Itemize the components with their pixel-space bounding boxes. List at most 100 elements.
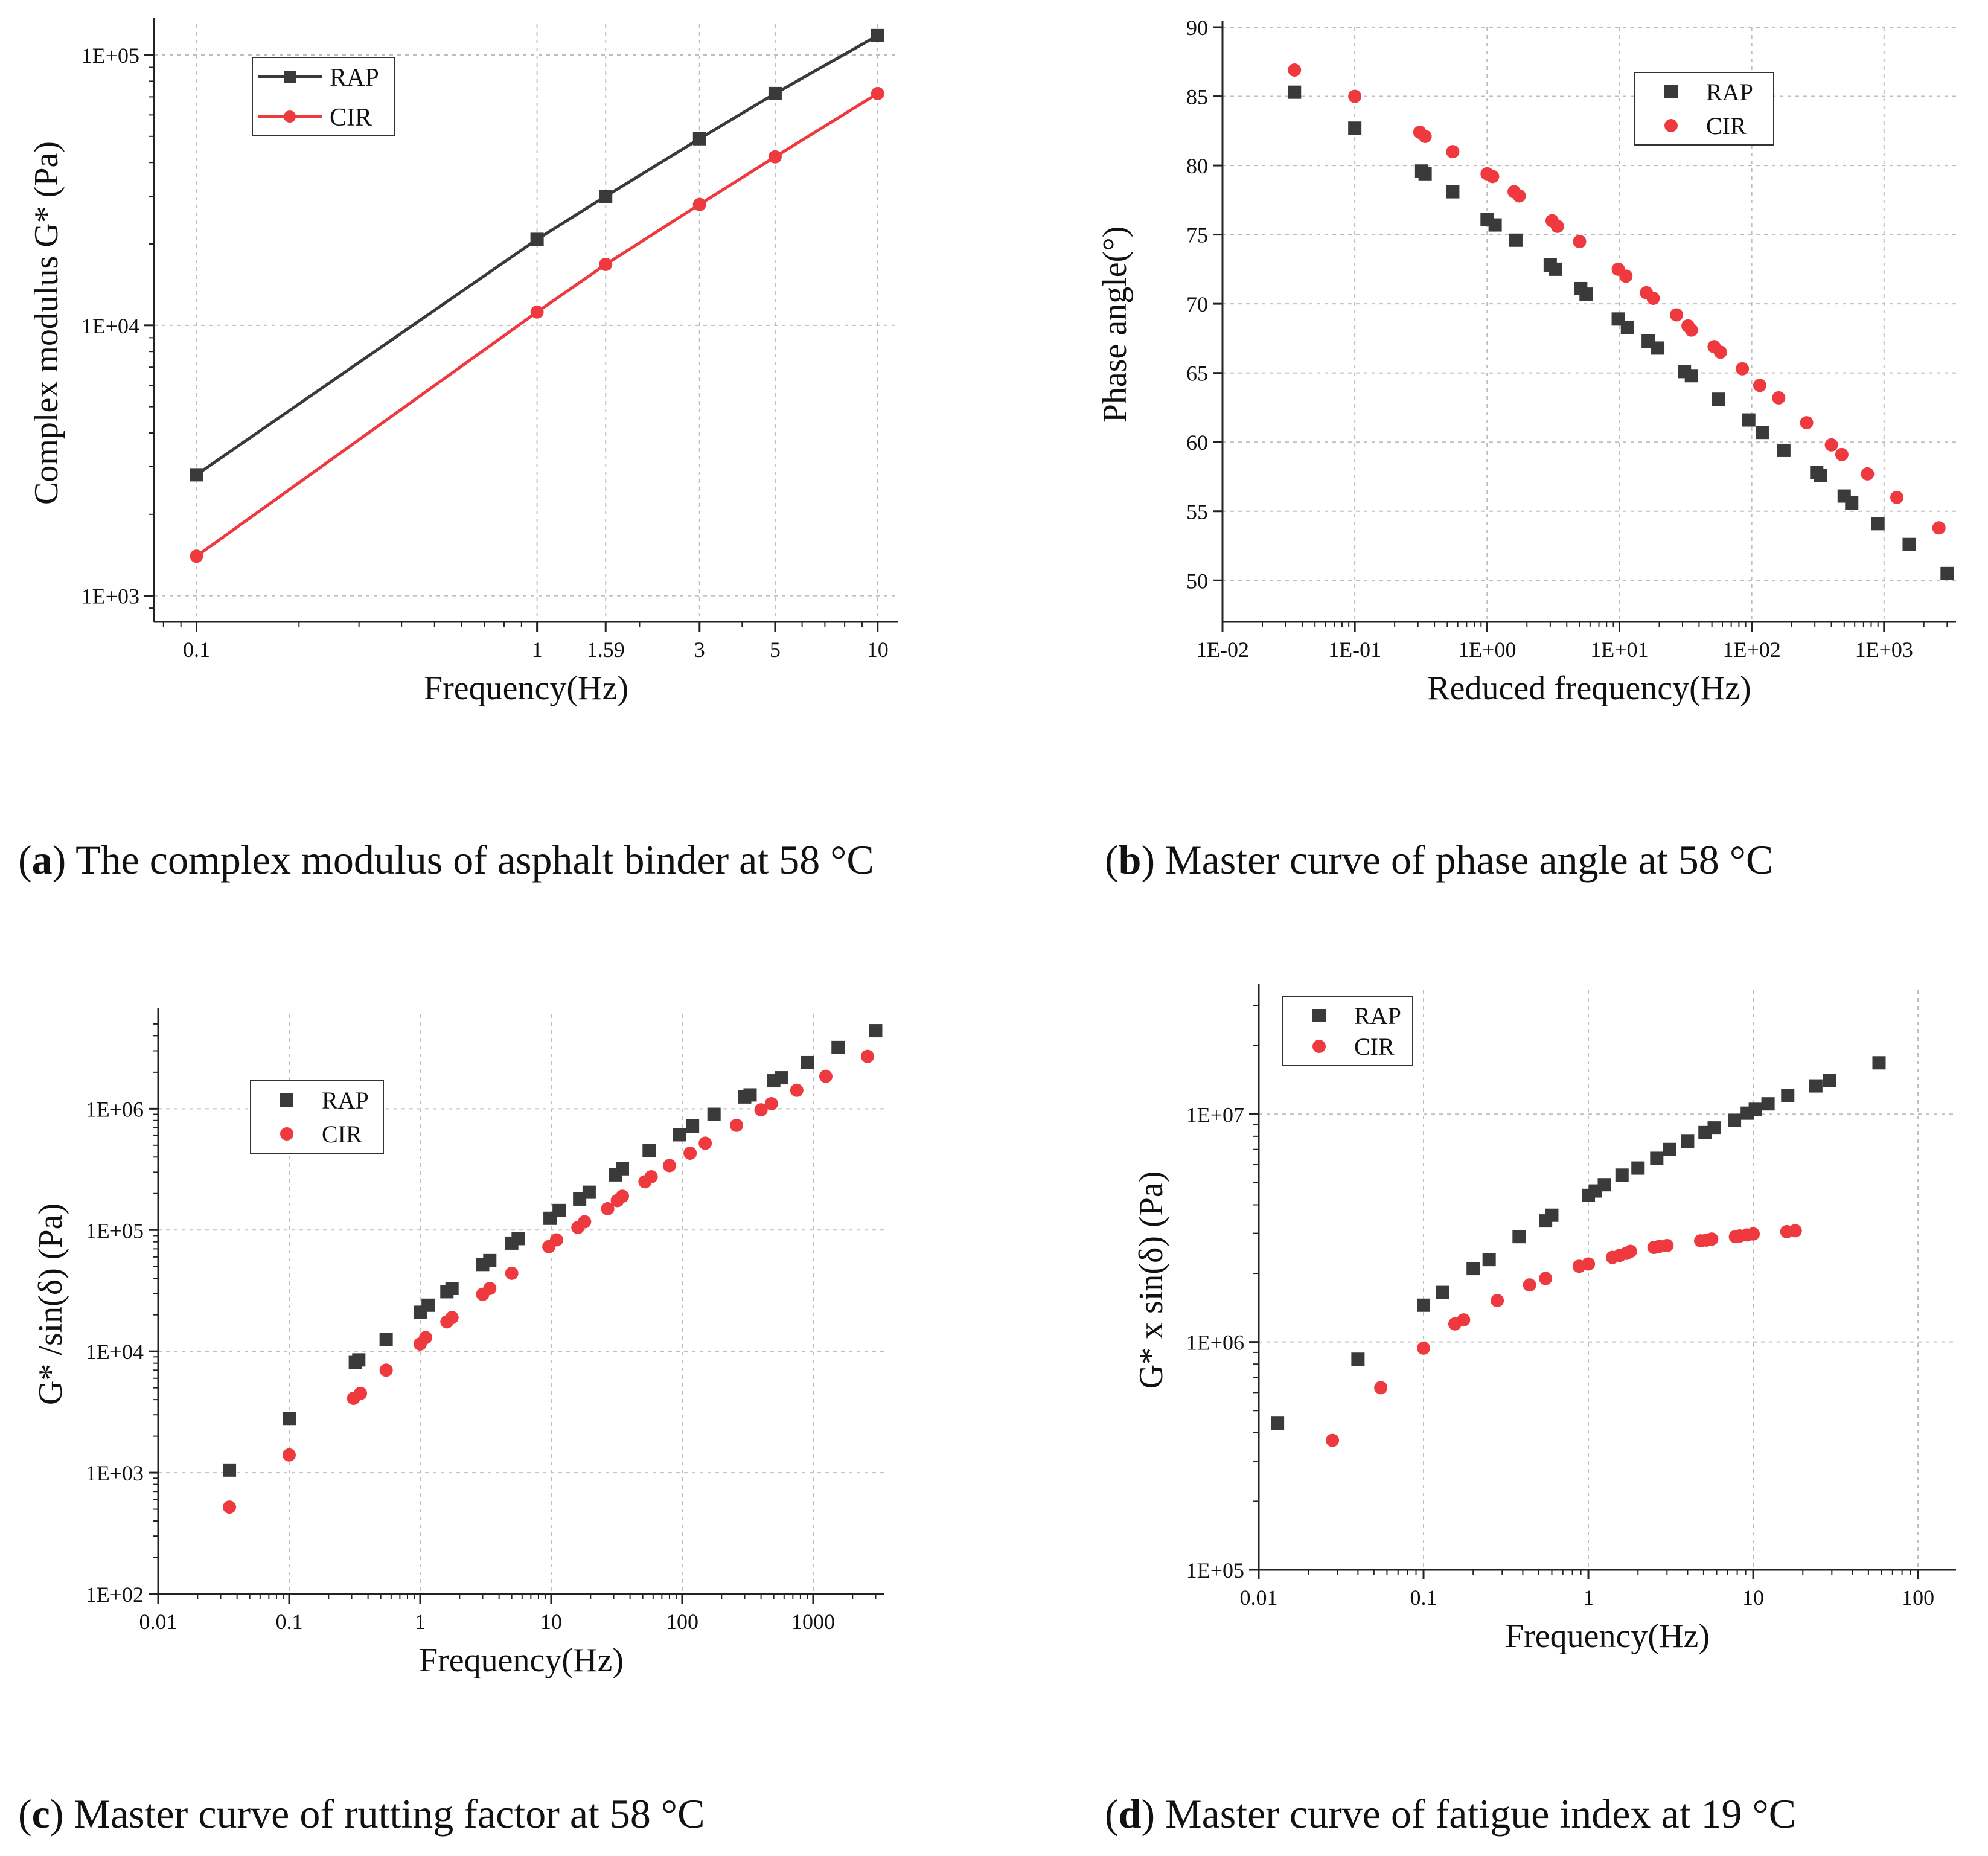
x-axis-title: Reduced frequency(Hz) — [1427, 670, 1751, 707]
data-point-cir — [1824, 438, 1838, 452]
legend-box — [1282, 996, 1413, 1066]
data-point-rap — [223, 1463, 237, 1477]
tick-label-x: 5 — [770, 638, 781, 662]
data-point-rap — [774, 1071, 788, 1085]
data-point-cir — [505, 1266, 519, 1280]
tick-label-y: 1E+04 — [82, 314, 139, 338]
legend-label: RAP — [1354, 1002, 1401, 1029]
tick-label-x: 100 — [666, 1610, 698, 1634]
series-rap — [223, 1024, 883, 1477]
data-point-cir — [1446, 145, 1460, 159]
data-point-cir — [692, 197, 706, 211]
data-point-rap — [1436, 1285, 1449, 1299]
data-point-rap — [1620, 321, 1634, 334]
tick-label-y: 1E+04 — [86, 1340, 144, 1364]
data-point-rap — [421, 1298, 435, 1312]
legend-label: RAP — [330, 64, 379, 92]
caption-d: (d) Master curve of fatigue index at 19 … — [1105, 1791, 1797, 1837]
x-axis-title: Frequency(Hz) — [424, 670, 628, 707]
data-point-cir — [860, 1049, 874, 1063]
data-point-cir — [223, 1500, 237, 1514]
data-point-rap — [511, 1232, 525, 1246]
legend-marker — [284, 110, 296, 123]
data-point-cir — [599, 257, 613, 271]
data-point-rap — [552, 1203, 566, 1217]
tick-label-x: 1E-01 — [1328, 638, 1381, 662]
data-point-rap — [1466, 1262, 1480, 1276]
data-point-cir — [1457, 1313, 1471, 1327]
y-axis-title: Phase angle(°) — [1096, 226, 1134, 423]
tick-label-y: 1E+07 — [1186, 1102, 1244, 1127]
data-point-cir — [1861, 467, 1875, 481]
data-point-rap — [1597, 1178, 1611, 1192]
data-point-cir — [1418, 129, 1432, 143]
data-point-cir — [549, 1233, 563, 1247]
tick-label-x: 1E+01 — [1590, 638, 1648, 662]
legend-box — [1634, 72, 1774, 146]
tick-label-y: 1E+06 — [1186, 1331, 1244, 1355]
data-point-rap — [582, 1185, 596, 1199]
data-point-cir — [1582, 1257, 1596, 1271]
data-point-cir — [1288, 63, 1302, 77]
legend-marker — [280, 1127, 293, 1141]
x-axis-title: Frequency(Hz) — [419, 1642, 624, 1679]
data-point-cir — [379, 1363, 393, 1377]
data-point-cir — [1573, 235, 1587, 249]
data-point-rap — [445, 1281, 459, 1295]
data-point-rap — [743, 1088, 757, 1102]
data-point-cir — [1753, 379, 1766, 392]
data-point-cir — [662, 1159, 676, 1173]
tick-label-y: 65 — [1186, 362, 1208, 386]
data-point-rap — [1549, 262, 1562, 276]
tick-label-y: 1E+02 — [86, 1582, 144, 1607]
data-point-rap — [673, 1128, 686, 1142]
tick-label-y: 80 — [1186, 154, 1208, 178]
tick-label-x: 1000 — [791, 1610, 835, 1634]
data-point-rap — [831, 1040, 845, 1054]
data-point-cir — [1512, 189, 1526, 203]
data-point-cir — [1550, 219, 1564, 233]
data-point-cir — [1800, 416, 1814, 430]
data-point-cir — [1623, 1244, 1637, 1258]
legend-marker — [1312, 1040, 1326, 1053]
caption-a: (a) The complex modulus of asphalt binde… — [18, 837, 874, 883]
data-point-rap — [1663, 1142, 1676, 1156]
legend-marker — [1664, 85, 1678, 98]
data-point-rap — [1579, 287, 1593, 301]
series-rap — [1271, 1056, 1886, 1430]
chart-c: 0.01 0.1 1 10 100 1000 1E+02 1E+03 1E+04 1E+05 1E+… — [32, 1008, 884, 1679]
data-point-rap — [1809, 1079, 1823, 1093]
data-point-rap — [1742, 413, 1756, 427]
tick-label-x: 1 — [532, 638, 543, 662]
tick-label-x: 0.1 — [183, 638, 210, 662]
data-point-rap — [1288, 85, 1302, 99]
tick-label-y: 60 — [1186, 430, 1208, 455]
data-point-cir — [764, 1097, 778, 1111]
legend-label: CIR — [330, 104, 372, 132]
data-point-rap — [1681, 1134, 1695, 1148]
tick-label-y: 1E+05 — [86, 1218, 144, 1243]
tick-label-x: 1 — [415, 1610, 426, 1634]
data-point-rap — [1488, 218, 1502, 232]
data-point-rap — [1271, 1416, 1285, 1430]
tick-label-x: 3 — [694, 638, 705, 662]
data-point-rap — [1446, 185, 1460, 199]
data-point-rap — [1545, 1208, 1559, 1222]
tick-label-y: 90 — [1186, 16, 1208, 40]
series-cir — [1288, 63, 1946, 535]
data-point-cir — [1660, 1238, 1674, 1252]
tick-label-x: 1E+03 — [1855, 638, 1913, 662]
data-point-cir — [1932, 521, 1946, 535]
data-point-rap — [1748, 1102, 1762, 1116]
data-point-rap — [1728, 1113, 1742, 1127]
data-point-rap — [1781, 1089, 1795, 1102]
data-point-cir — [1523, 1278, 1536, 1292]
tick-label-y: 1E+06 — [86, 1097, 144, 1121]
data-point-rap — [190, 468, 203, 482]
data-point-cir — [354, 1386, 368, 1400]
legend-marker — [284, 71, 296, 83]
data-point-cir — [1486, 170, 1500, 184]
tick-label-x: 0.1 — [275, 1610, 302, 1634]
data-point-rap — [1631, 1161, 1645, 1175]
tick-label-y: 70 — [1186, 292, 1208, 316]
